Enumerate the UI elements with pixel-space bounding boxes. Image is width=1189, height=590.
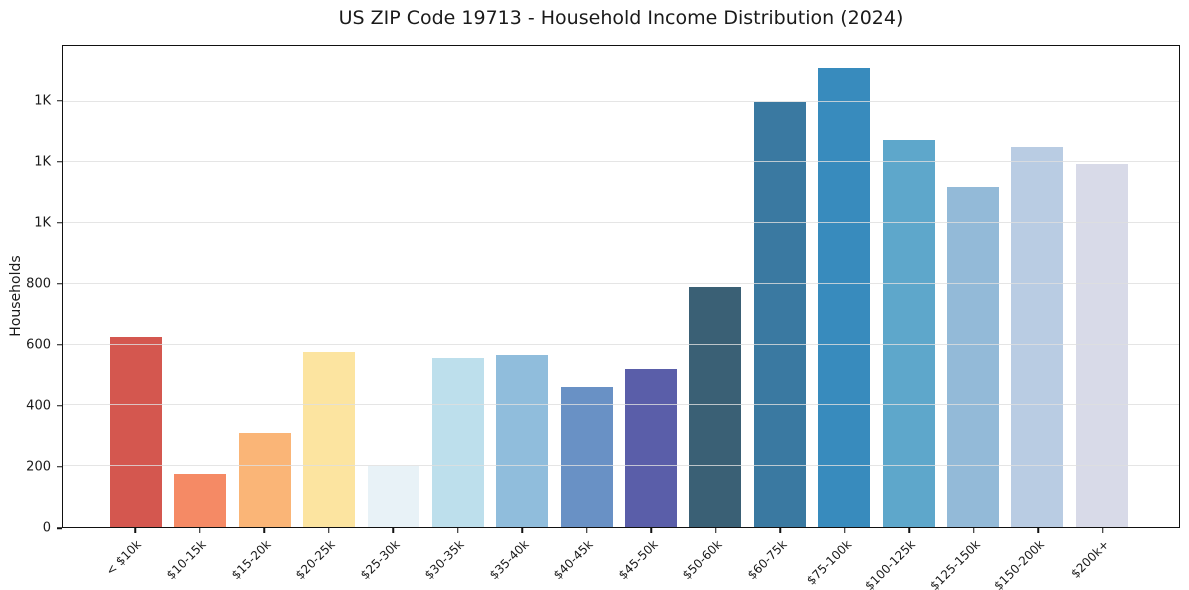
y-tick-mark (57, 466, 62, 468)
y-tick-label: 400 (26, 398, 51, 414)
plot-area (62, 45, 1180, 528)
x-tick-mark (198, 528, 201, 533)
y-tick-label: 200 (26, 459, 51, 475)
x-tick-mark (263, 528, 265, 533)
x-tick-label: $10-15k (163, 537, 209, 583)
y-tick-label: 0 (42, 520, 51, 536)
x-tick-label: $50-60k (679, 537, 725, 583)
x-tick-mark (392, 528, 394, 533)
bar-60-75k (753, 101, 806, 527)
y-tick-mark (57, 405, 62, 407)
y-tick-mark (57, 161, 62, 163)
y-tick-label: 1K (34, 93, 51, 109)
y-tick-mark (57, 527, 62, 529)
x-tick-label: $100-125k (862, 537, 919, 590)
bar-100-125k (882, 139, 935, 527)
y-tick-mark (57, 100, 62, 102)
chart-title: US ZIP Code 19713 - Household Income Dis… (338, 7, 904, 29)
bar-30-35k (431, 358, 484, 527)
y-tick-mark (57, 222, 62, 224)
y-axis-ticks: 0 200 400 600 800 1K 1K 1K (0, 45, 62, 535)
gridline (63, 404, 1179, 406)
x-tick-mark (843, 528, 846, 533)
x-axis-ticks: < $10k $10-15k $15-20k $20-25k $25-30k $30-35… (62, 528, 1180, 590)
x-tick-mark (456, 528, 459, 533)
bar-35-40k (496, 355, 549, 527)
x-tick-label: $45-50k (615, 537, 661, 583)
bar-20-25k (303, 352, 355, 527)
x-tick-mark (908, 528, 910, 533)
gridline (63, 465, 1179, 467)
y-tick-mark (57, 283, 62, 285)
x-tick-mark (972, 528, 975, 533)
x-tick-mark (1101, 528, 1104, 533)
bar-125-150k (947, 186, 999, 527)
x-tick-label: $40-45k (550, 537, 596, 583)
x-tick-mark (1037, 528, 1039, 533)
x-tick-label: $75-100k (803, 537, 854, 588)
y-tick-label: 1K (34, 215, 51, 231)
bar-10k (109, 337, 162, 527)
gridline (63, 343, 1179, 345)
bar-45-50k (625, 369, 677, 527)
bar-150-200k (1011, 147, 1064, 527)
bar-200k (1075, 163, 1128, 527)
x-tick-mark (714, 528, 717, 533)
bar-15-20k (238, 432, 291, 527)
x-tick-label: $150-200k (991, 537, 1048, 590)
gridline (63, 222, 1179, 224)
y-tick-label: 800 (26, 276, 51, 292)
x-tick-mark (779, 528, 781, 533)
x-tick-label: $125-150k (927, 537, 983, 590)
gridline (63, 161, 1179, 163)
x-tick-label: $20-25k (292, 537, 338, 583)
x-tick-label: $60-75k (744, 537, 790, 583)
x-tick-mark (521, 528, 523, 533)
x-tick-label: $15-20k (228, 537, 274, 583)
x-tick-label: $25-30k (357, 537, 403, 583)
x-tick-label: < $10k (103, 537, 145, 579)
x-tick-label: $30-35k (421, 537, 467, 583)
gridline (63, 282, 1179, 284)
x-tick-label: $200k+ (1068, 537, 1112, 581)
bar-50-60k (689, 286, 742, 527)
y-tick-mark (57, 344, 62, 346)
x-tick-mark (327, 528, 330, 533)
bar-40-45k (560, 387, 613, 527)
x-tick-mark (650, 528, 652, 533)
y-tick-label: 1K (34, 154, 51, 170)
x-tick-label: $35-40k (486, 537, 532, 583)
x-tick-mark (585, 528, 588, 533)
gridline (63, 100, 1179, 102)
y-tick-label: 600 (26, 337, 51, 353)
bar-10-15k (174, 473, 227, 527)
bar-25-30k (367, 466, 420, 527)
x-tick-mark (134, 528, 136, 533)
bar-75-100k (818, 68, 871, 527)
